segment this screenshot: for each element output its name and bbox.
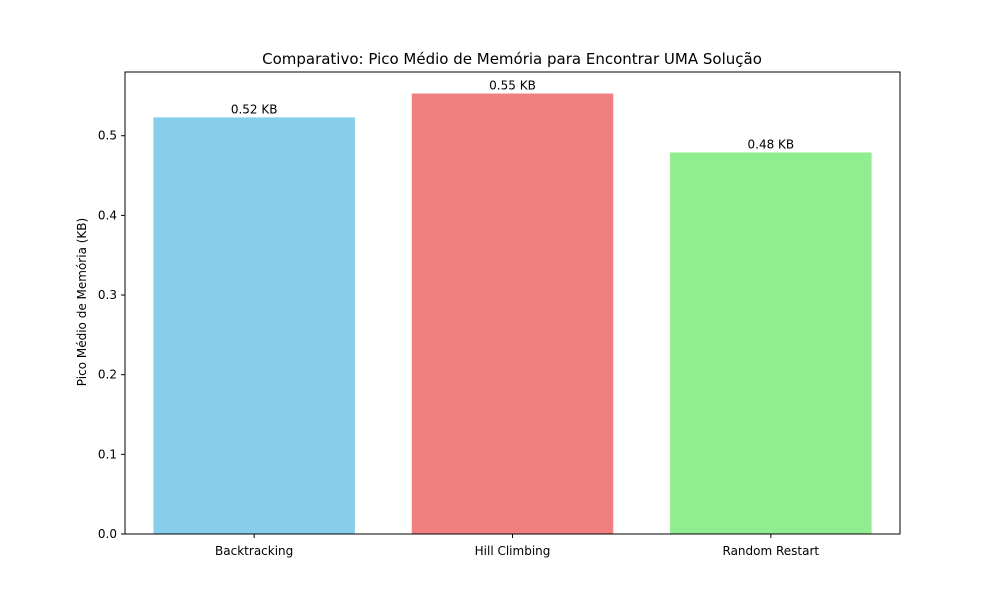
y-tick-label: 0.0	[98, 527, 117, 541]
y-tick-label: 0.3	[98, 288, 117, 302]
x-tick-label-backtracking: Backtracking	[215, 544, 293, 558]
y-tick-label: 0.5	[98, 129, 117, 143]
data-label-random-restart: 0.48 KB	[748, 137, 795, 151]
chart-title: Comparativo: Pico Médio de Memória para …	[262, 50, 762, 68]
ticks-layer: Backtracking Hill Climbing Random Restart 0…	[98, 129, 820, 558]
y-tick-label: 0.4	[98, 208, 117, 222]
bar-hill-climbing	[411, 93, 614, 534]
bars-layer: 0.52 KB 0.55 KB 0.48 KB	[153, 79, 872, 535]
data-label-hill-climbing: 0.55 KB	[489, 79, 536, 93]
data-label-backtracking: 0.52 KB	[231, 102, 278, 116]
y-tick-label: 0.2	[98, 368, 117, 382]
x-tick-label-random-restart: Random Restart	[723, 544, 820, 558]
x-tick-label-hill-climbing: Hill Climbing	[475, 544, 551, 558]
y-tick-label: 0.1	[98, 447, 117, 461]
y-axis-label: Pico Médio de Memória (KB)	[75, 218, 89, 386]
bar-backtracking	[153, 117, 355, 535]
bar-random-restart	[670, 152, 872, 534]
plot-frame	[124, 71, 901, 535]
